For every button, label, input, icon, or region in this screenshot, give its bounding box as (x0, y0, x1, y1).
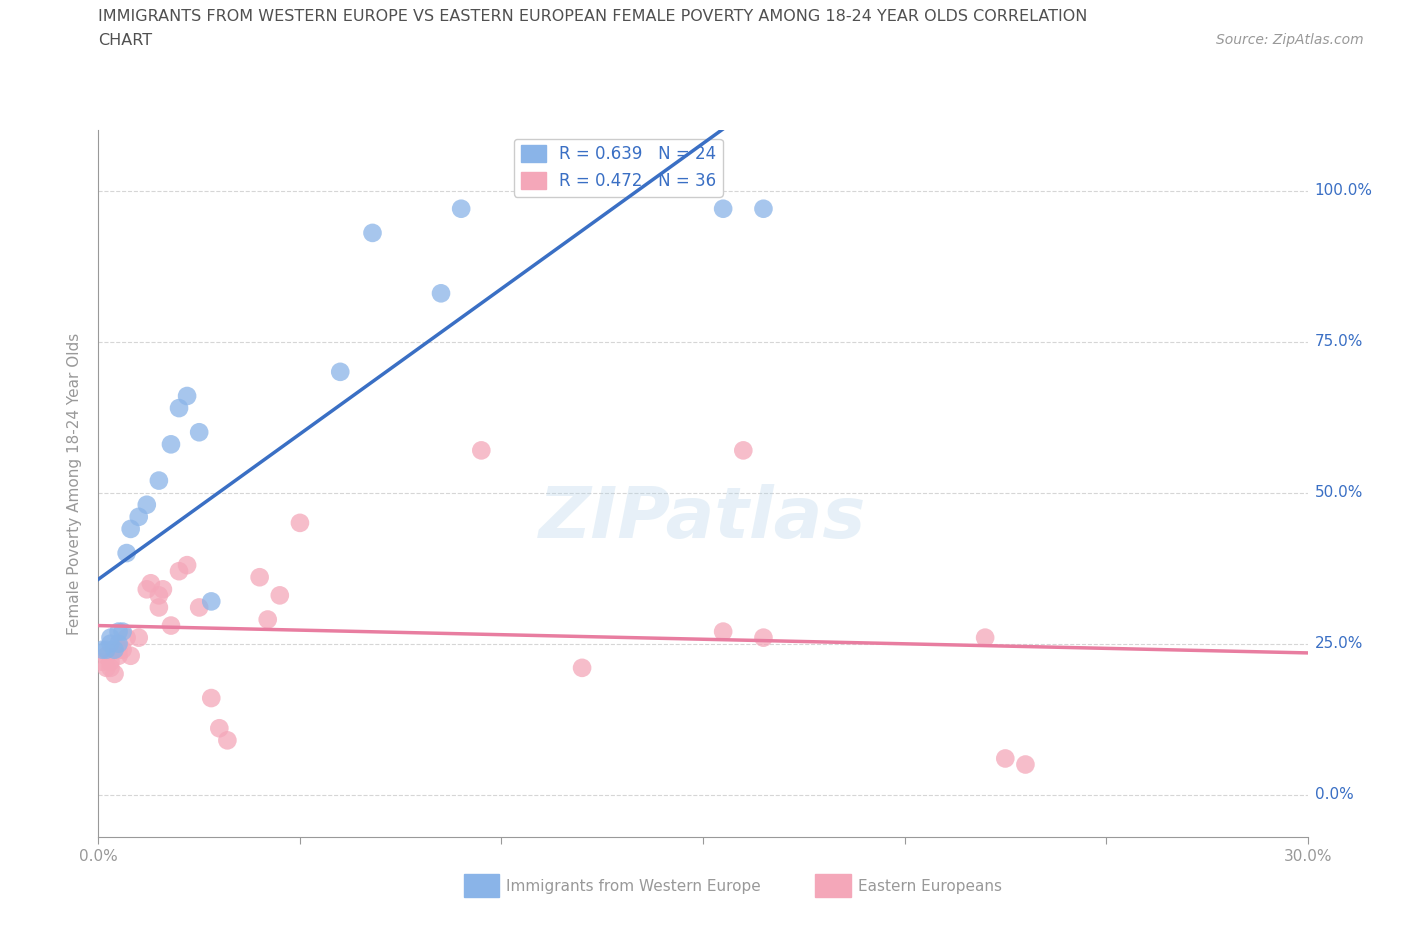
Point (160, 437, 183, 452)
Point (96, 660, 118, 675)
Y-axis label: Female Poverty Among 18-24 Year Olds: Female Poverty Among 18-24 Year Olds (67, 333, 83, 635)
Text: 0.0%: 0.0% (1315, 787, 1353, 803)
Point (176, 558, 198, 573)
Point (128, 631, 150, 645)
Point (128, 510, 150, 525)
Point (115, 631, 138, 645)
Point (752, 631, 775, 645)
Point (288, 515, 311, 530)
Point (107, 624, 129, 639)
Point (269, 588, 291, 603)
Point (100, 660, 122, 675)
Point (752, 201, 775, 216)
Point (470, 443, 492, 458)
Point (111, 643, 134, 658)
Point (994, 751, 1017, 766)
Point (200, 594, 222, 609)
Point (91, 655, 114, 670)
Point (107, 648, 129, 663)
Text: Immigrants from Western Europe: Immigrants from Western Europe (506, 879, 761, 894)
Legend: R = 0.639   N = 24, R = 0.472   N = 36: R = 0.639 N = 24, R = 0.472 N = 36 (515, 139, 723, 196)
Point (120, 522, 142, 537)
Point (188, 425, 211, 440)
Point (208, 721, 231, 736)
Text: CHART: CHART (98, 33, 152, 47)
Point (733, 443, 755, 458)
Point (135, 582, 157, 597)
Point (1014, 757, 1036, 772)
Text: Source: ZipAtlas.com: Source: ZipAtlas.com (1216, 33, 1364, 46)
Point (111, 624, 134, 639)
Text: Eastern Europeans: Eastern Europeans (858, 879, 1001, 894)
Text: 100.0%: 100.0% (1315, 183, 1372, 198)
Point (217, 733, 239, 748)
Point (711, 201, 734, 216)
Point (91, 643, 114, 658)
Point (152, 582, 174, 597)
Point (103, 667, 125, 682)
Text: 25.0%: 25.0% (1315, 636, 1362, 651)
Point (571, 660, 593, 675)
Point (103, 643, 125, 658)
Point (711, 624, 734, 639)
Point (96, 648, 118, 663)
Point (148, 473, 170, 488)
Point (176, 389, 198, 404)
Point (148, 588, 170, 603)
Point (974, 631, 997, 645)
Point (329, 365, 352, 379)
Point (167, 564, 190, 578)
Point (96, 643, 118, 658)
Point (430, 286, 453, 300)
Point (115, 546, 138, 561)
Point (361, 225, 384, 240)
Text: IMMIGRANTS FROM WESTERN EUROPE VS EASTERN EUROPEAN FEMALE POVERTY AMONG 18-24 YE: IMMIGRANTS FROM WESTERN EUROPE VS EASTER… (98, 9, 1088, 24)
Point (107, 643, 129, 658)
Point (139, 576, 162, 591)
Point (135, 498, 157, 512)
Point (256, 612, 278, 627)
Point (188, 600, 211, 615)
Point (107, 636, 129, 651)
Point (120, 648, 142, 663)
Point (100, 655, 122, 670)
Text: 50.0%: 50.0% (1315, 485, 1362, 500)
Text: ZIPatlas: ZIPatlas (540, 485, 866, 553)
Point (100, 636, 122, 651)
Point (450, 201, 472, 216)
Point (100, 631, 122, 645)
Point (160, 618, 183, 633)
Text: 75.0%: 75.0% (1315, 334, 1362, 349)
Point (167, 401, 190, 416)
Point (200, 691, 222, 706)
Point (249, 570, 271, 585)
Point (148, 600, 170, 615)
